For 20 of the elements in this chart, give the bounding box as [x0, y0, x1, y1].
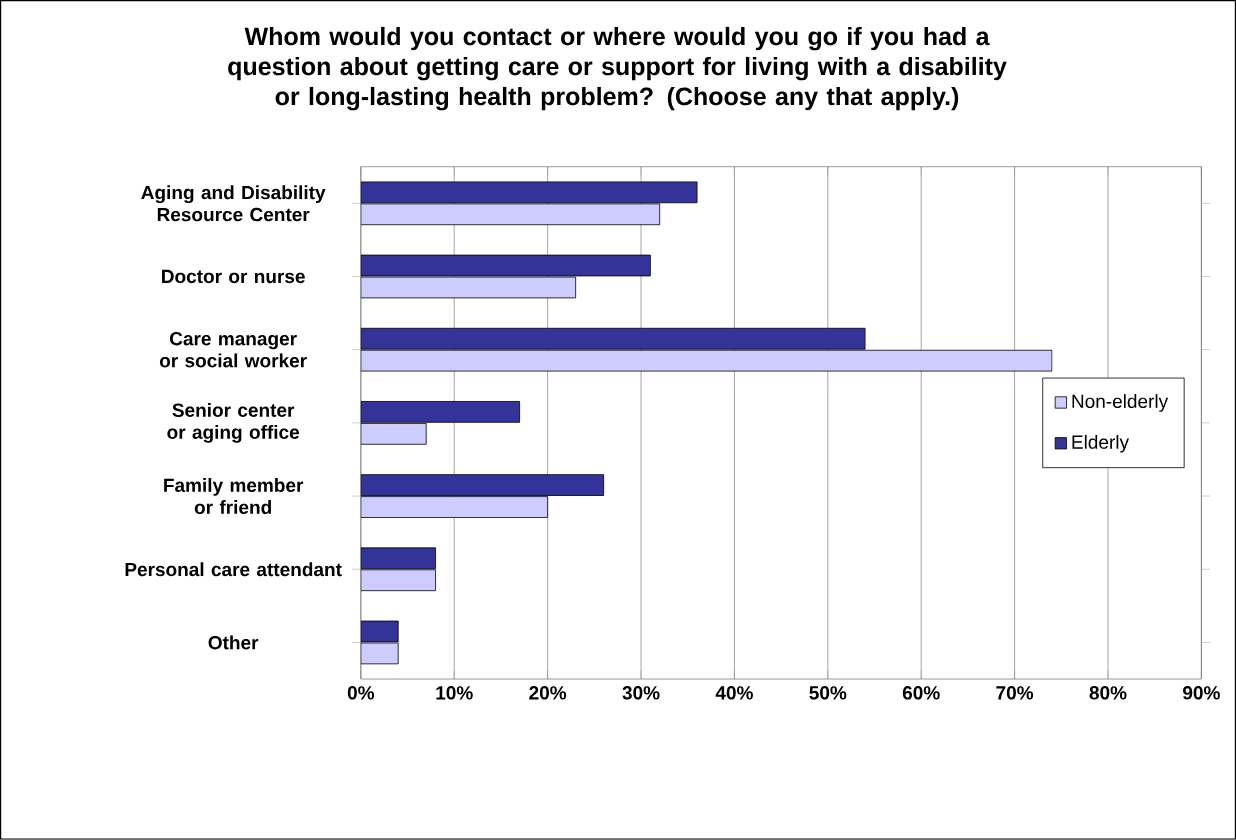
y-tick-label: Personal care attendant [125, 562, 342, 577]
x-tick-label: 80% [1089, 686, 1127, 700]
x-tick-label: 30% [622, 686, 660, 700]
x-tick-label: 90% [1183, 686, 1220, 700]
y-tick-label: Care manager or social worker [159, 332, 307, 368]
legend-label: Non-elderly [1072, 394, 1169, 412]
y-tick-label: Doctor or nurse [162, 269, 305, 284]
x-tick-label: 0% [347, 686, 375, 700]
x-tick-label: 20% [529, 686, 567, 700]
legend-label: Elderly [1072, 435, 1130, 453]
x-tick-label: 10% [436, 686, 473, 700]
y-tick-label: Other [208, 635, 259, 650]
x-tick-label: 50% [809, 686, 847, 700]
x-tick-label: 70% [996, 686, 1034, 700]
x-tick-label: 40% [715, 686, 753, 700]
y-tick-label: Aging and Disability Resource Center [141, 185, 326, 222]
y-tick-label: Senior center or aging office [167, 403, 300, 443]
y-tick-label: Family member or friend [164, 478, 304, 515]
x-tick-label: 60% [902, 686, 940, 700]
chart-title: Whom would you contact or where would you go if you had a question about getting care or support for living with a disability or long-lasting health problem? (Choose any that apply.) [228, 27, 1007, 111]
